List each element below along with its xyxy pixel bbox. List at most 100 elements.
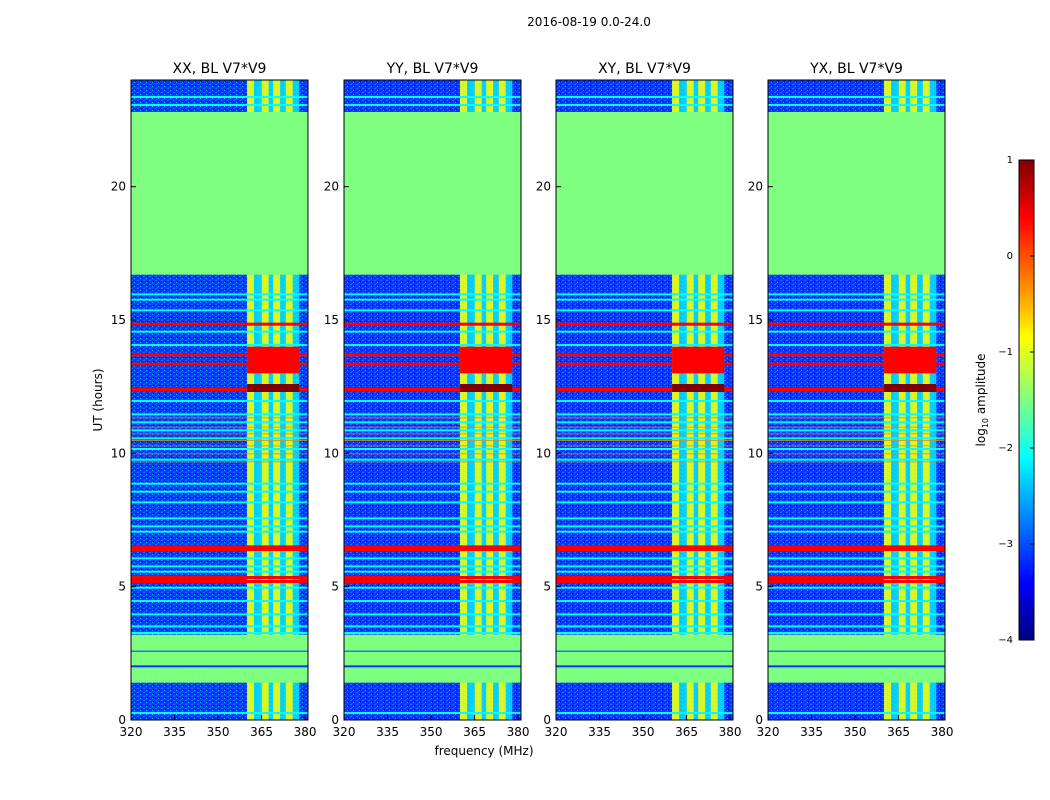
rfi-line	[344, 413, 521, 416]
rfi-line	[131, 104, 308, 106]
flagged-block	[131, 634, 308, 683]
rfi-line	[556, 453, 733, 455]
figure-suptitle: 2016-08-19 0.0-24.0	[527, 15, 651, 29]
rfi-line	[556, 548, 733, 551]
x-tick-label: 380	[931, 725, 954, 739]
rfi-line	[768, 632, 945, 634]
y-tick-label: 0	[118, 713, 126, 727]
rfi-line	[344, 440, 521, 441]
rfi-line	[131, 388, 308, 391]
rfi-line	[768, 600, 945, 602]
rfi-line	[768, 421, 945, 424]
rfi-line	[768, 453, 945, 455]
rfi-line	[344, 330, 521, 333]
rfi-line	[344, 625, 521, 628]
rfi-line	[556, 322, 733, 326]
y-tick-label: 5	[118, 580, 126, 594]
rfi-line	[768, 557, 945, 560]
rfi-saturation	[247, 384, 300, 392]
x-tick-label: 350	[420, 725, 443, 739]
rfi-line	[131, 525, 308, 528]
rfi-line	[768, 388, 945, 391]
rfi-line	[131, 530, 308, 533]
panel-frame	[767, 79, 946, 721]
rfi-line	[556, 330, 733, 333]
rfi-line	[344, 104, 521, 106]
rfi-line	[768, 576, 945, 579]
rfi-line	[556, 400, 733, 402]
x-axis-label: frequency (MHz)	[434, 744, 533, 758]
rfi-line	[556, 625, 733, 628]
rfi-line	[344, 426, 521, 428]
rfi-line	[344, 530, 521, 533]
rfi-line	[556, 545, 733, 549]
rfi-line	[768, 565, 945, 568]
rfi-line	[768, 458, 945, 461]
rfi-line	[344, 322, 521, 326]
colorbar-ticks: 1 0 −1 −2 −3 −4	[998, 155, 1034, 646]
rfi-line	[344, 433, 521, 435]
y-tick-label: 10	[324, 446, 339, 460]
x-tick-label: 335	[800, 725, 823, 739]
rfi-line	[344, 548, 521, 551]
rfi-line	[131, 445, 308, 447]
x-tick-label: 365	[250, 725, 273, 739]
rfi-line	[556, 580, 733, 583]
colorbar-tick-label: −4	[998, 635, 1013, 646]
rfi-line	[768, 586, 945, 589]
rfi-line	[344, 388, 521, 391]
rfi-saturation	[460, 384, 513, 392]
rfi-line	[556, 576, 733, 579]
y-ticks: 0 5 10 15 20	[324, 180, 349, 727]
rfi-line	[131, 344, 308, 346]
panel-heatmap	[131, 80, 308, 720]
rfi-line	[556, 429, 733, 432]
x-tick-label: 380	[507, 725, 530, 739]
rfi-line	[344, 448, 521, 450]
rfi-line	[556, 448, 733, 450]
x-tick-label: 320	[757, 725, 780, 739]
rfi-line	[556, 293, 733, 296]
flagged-block	[556, 634, 733, 683]
y-ticks: 0 5 10 15 20	[748, 180, 773, 727]
panel-frame	[343, 79, 522, 721]
rfi-line	[768, 426, 945, 428]
flagged-block	[556, 112, 733, 275]
colorbar-tick-label: 0	[1007, 251, 1013, 262]
x-ticks: 320 335 350 365 380	[757, 715, 954, 739]
rfi-line	[768, 298, 945, 301]
rfi-line	[131, 437, 308, 440]
rfi-line	[556, 712, 733, 714]
rfi-line	[768, 545, 945, 549]
rfi-line	[131, 293, 308, 296]
rfi-line	[344, 353, 521, 357]
rfi-line	[556, 461, 733, 463]
rfi-line	[768, 650, 945, 652]
rfi-line	[556, 490, 733, 493]
x-tick-label: 335	[588, 725, 611, 739]
rfi-line	[556, 586, 733, 589]
rfi-saturation	[247, 346, 300, 374]
colorbar: 10−1−2−3−4 log10 amplitude	[974, 155, 1035, 646]
rfi-line	[344, 545, 521, 549]
rfi-line	[131, 453, 308, 455]
rfi-line	[131, 400, 308, 402]
x-ticks: 320 335 350 365 380	[333, 715, 530, 739]
rfi-line	[768, 433, 945, 435]
panel-title: YY, BL V7*V9	[386, 61, 479, 77]
x-tick-label: 365	[463, 725, 486, 739]
x-tick-label: 350	[207, 725, 230, 739]
rfi-line	[556, 421, 733, 424]
panel-frame	[130, 79, 309, 721]
rfi-line	[344, 429, 521, 432]
colorbar-tick-label: −1	[998, 347, 1013, 358]
rfi-line	[344, 344, 521, 346]
rfi-line	[344, 586, 521, 589]
rfi-line	[768, 104, 945, 106]
colorbar-label-rest: amplitude	[974, 354, 988, 418]
rfi-line	[768, 625, 945, 628]
rfi-line	[344, 437, 521, 440]
rfi-line	[768, 448, 945, 450]
rfi-line	[344, 293, 521, 296]
rfi-line	[131, 429, 308, 432]
